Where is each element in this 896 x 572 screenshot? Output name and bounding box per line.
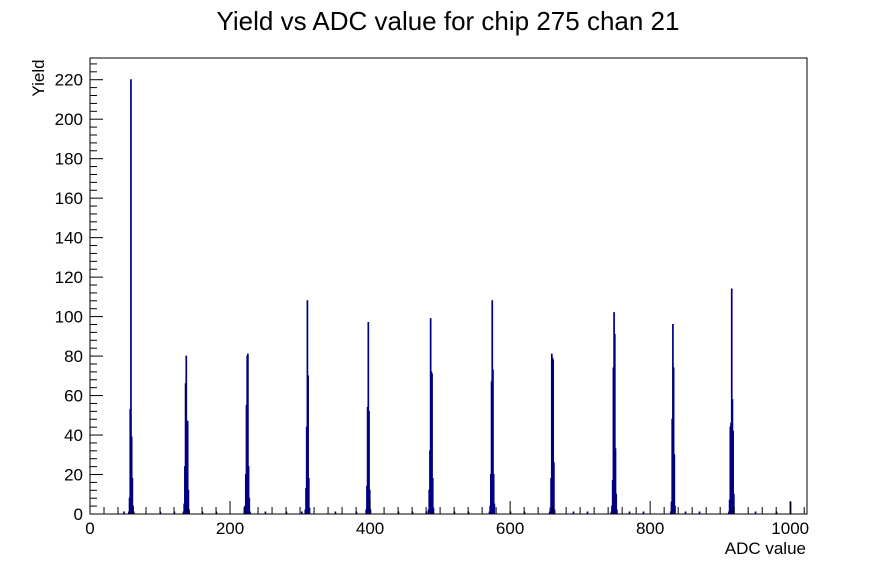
histogram-bin <box>672 367 675 514</box>
y-tick-label: 40 <box>64 426 83 445</box>
histogram-bin <box>754 511 757 514</box>
y-tick-label: 160 <box>55 189 83 208</box>
histogram-bin <box>552 359 555 514</box>
histogram-bin <box>188 509 190 514</box>
histogram-bin <box>308 507 311 514</box>
histogram-bin <box>431 373 433 514</box>
y-tick-label: 180 <box>55 150 83 169</box>
histogram-bin <box>130 436 133 514</box>
y-axis-label: Yield <box>29 59 48 96</box>
histogram-bin <box>613 333 616 514</box>
histogram-bin <box>307 477 310 514</box>
y-tick-label: 200 <box>55 110 83 129</box>
histogram-bin <box>186 420 189 514</box>
plot-frame <box>89 57 808 515</box>
histogram-bin <box>432 507 435 514</box>
histogram-bin <box>300 511 303 514</box>
histogram-bars <box>123 79 792 514</box>
histogram-bin <box>572 511 575 514</box>
x-tick-label: 200 <box>216 519 244 538</box>
y-tick-label: 120 <box>55 268 83 287</box>
y-axis: 0 20 40 60 80 100 120 140 160 180 200 220 <box>55 63 103 524</box>
histogram-bin <box>132 511 135 514</box>
histogram-bin <box>698 511 701 514</box>
histogram-bin <box>642 511 645 514</box>
histogram-bin <box>247 353 249 514</box>
histogram-bin <box>492 474 495 514</box>
histogram-bin <box>132 505 134 514</box>
y-tick-label: 220 <box>55 71 83 90</box>
histogram-bin <box>187 489 190 514</box>
histogram-bin <box>123 511 125 514</box>
histogram-bin <box>615 493 618 514</box>
chart-title: Yield vs ADC value for chip 275 chan 21 <box>217 6 680 36</box>
histogram-bin <box>684 511 687 514</box>
histogram-bin <box>628 511 631 514</box>
y-tick-label: 20 <box>64 466 83 485</box>
y-tick-label: 0 <box>74 505 83 524</box>
histogram-bin <box>334 511 337 514</box>
histogram-bin <box>307 375 309 514</box>
histogram-bin <box>614 448 617 514</box>
y-tick-label: 100 <box>55 308 83 327</box>
histogram-bin <box>493 503 496 514</box>
histogram-bin <box>130 79 132 514</box>
y-tick-label: 80 <box>64 347 83 366</box>
y-tick-label: 60 <box>64 387 83 406</box>
histogram-bin <box>732 430 734 514</box>
x-axis: 0 200 400 600 800 1000 <box>85 501 809 538</box>
histogram-bin <box>185 355 188 514</box>
histogram-bin <box>586 511 589 514</box>
x-tick-label: 400 <box>356 519 384 538</box>
histogram-bin <box>431 477 434 514</box>
histogram-bin <box>732 493 735 514</box>
histogram-bin <box>131 477 134 514</box>
x-tick-label: 0 <box>85 519 94 538</box>
histogram-bin <box>553 462 555 514</box>
y-tick-label: 140 <box>55 229 83 248</box>
x-tick-label: 800 <box>636 519 664 538</box>
histogram-bin <box>368 410 370 514</box>
histogram-bin <box>674 505 676 514</box>
histogram-bin <box>264 511 267 514</box>
histogram-bin <box>248 497 251 514</box>
histogram-bin <box>616 509 618 514</box>
x-axis-label: ADC value <box>725 539 806 558</box>
histogram-bin <box>247 466 250 514</box>
histogram-bin <box>673 454 676 514</box>
histogram-bin <box>249 511 251 514</box>
x-tick-label: 1000 <box>771 519 809 538</box>
histogram-bin <box>492 369 494 514</box>
histogram-bin <box>553 509 556 514</box>
x-tick-label: 600 <box>496 519 524 538</box>
